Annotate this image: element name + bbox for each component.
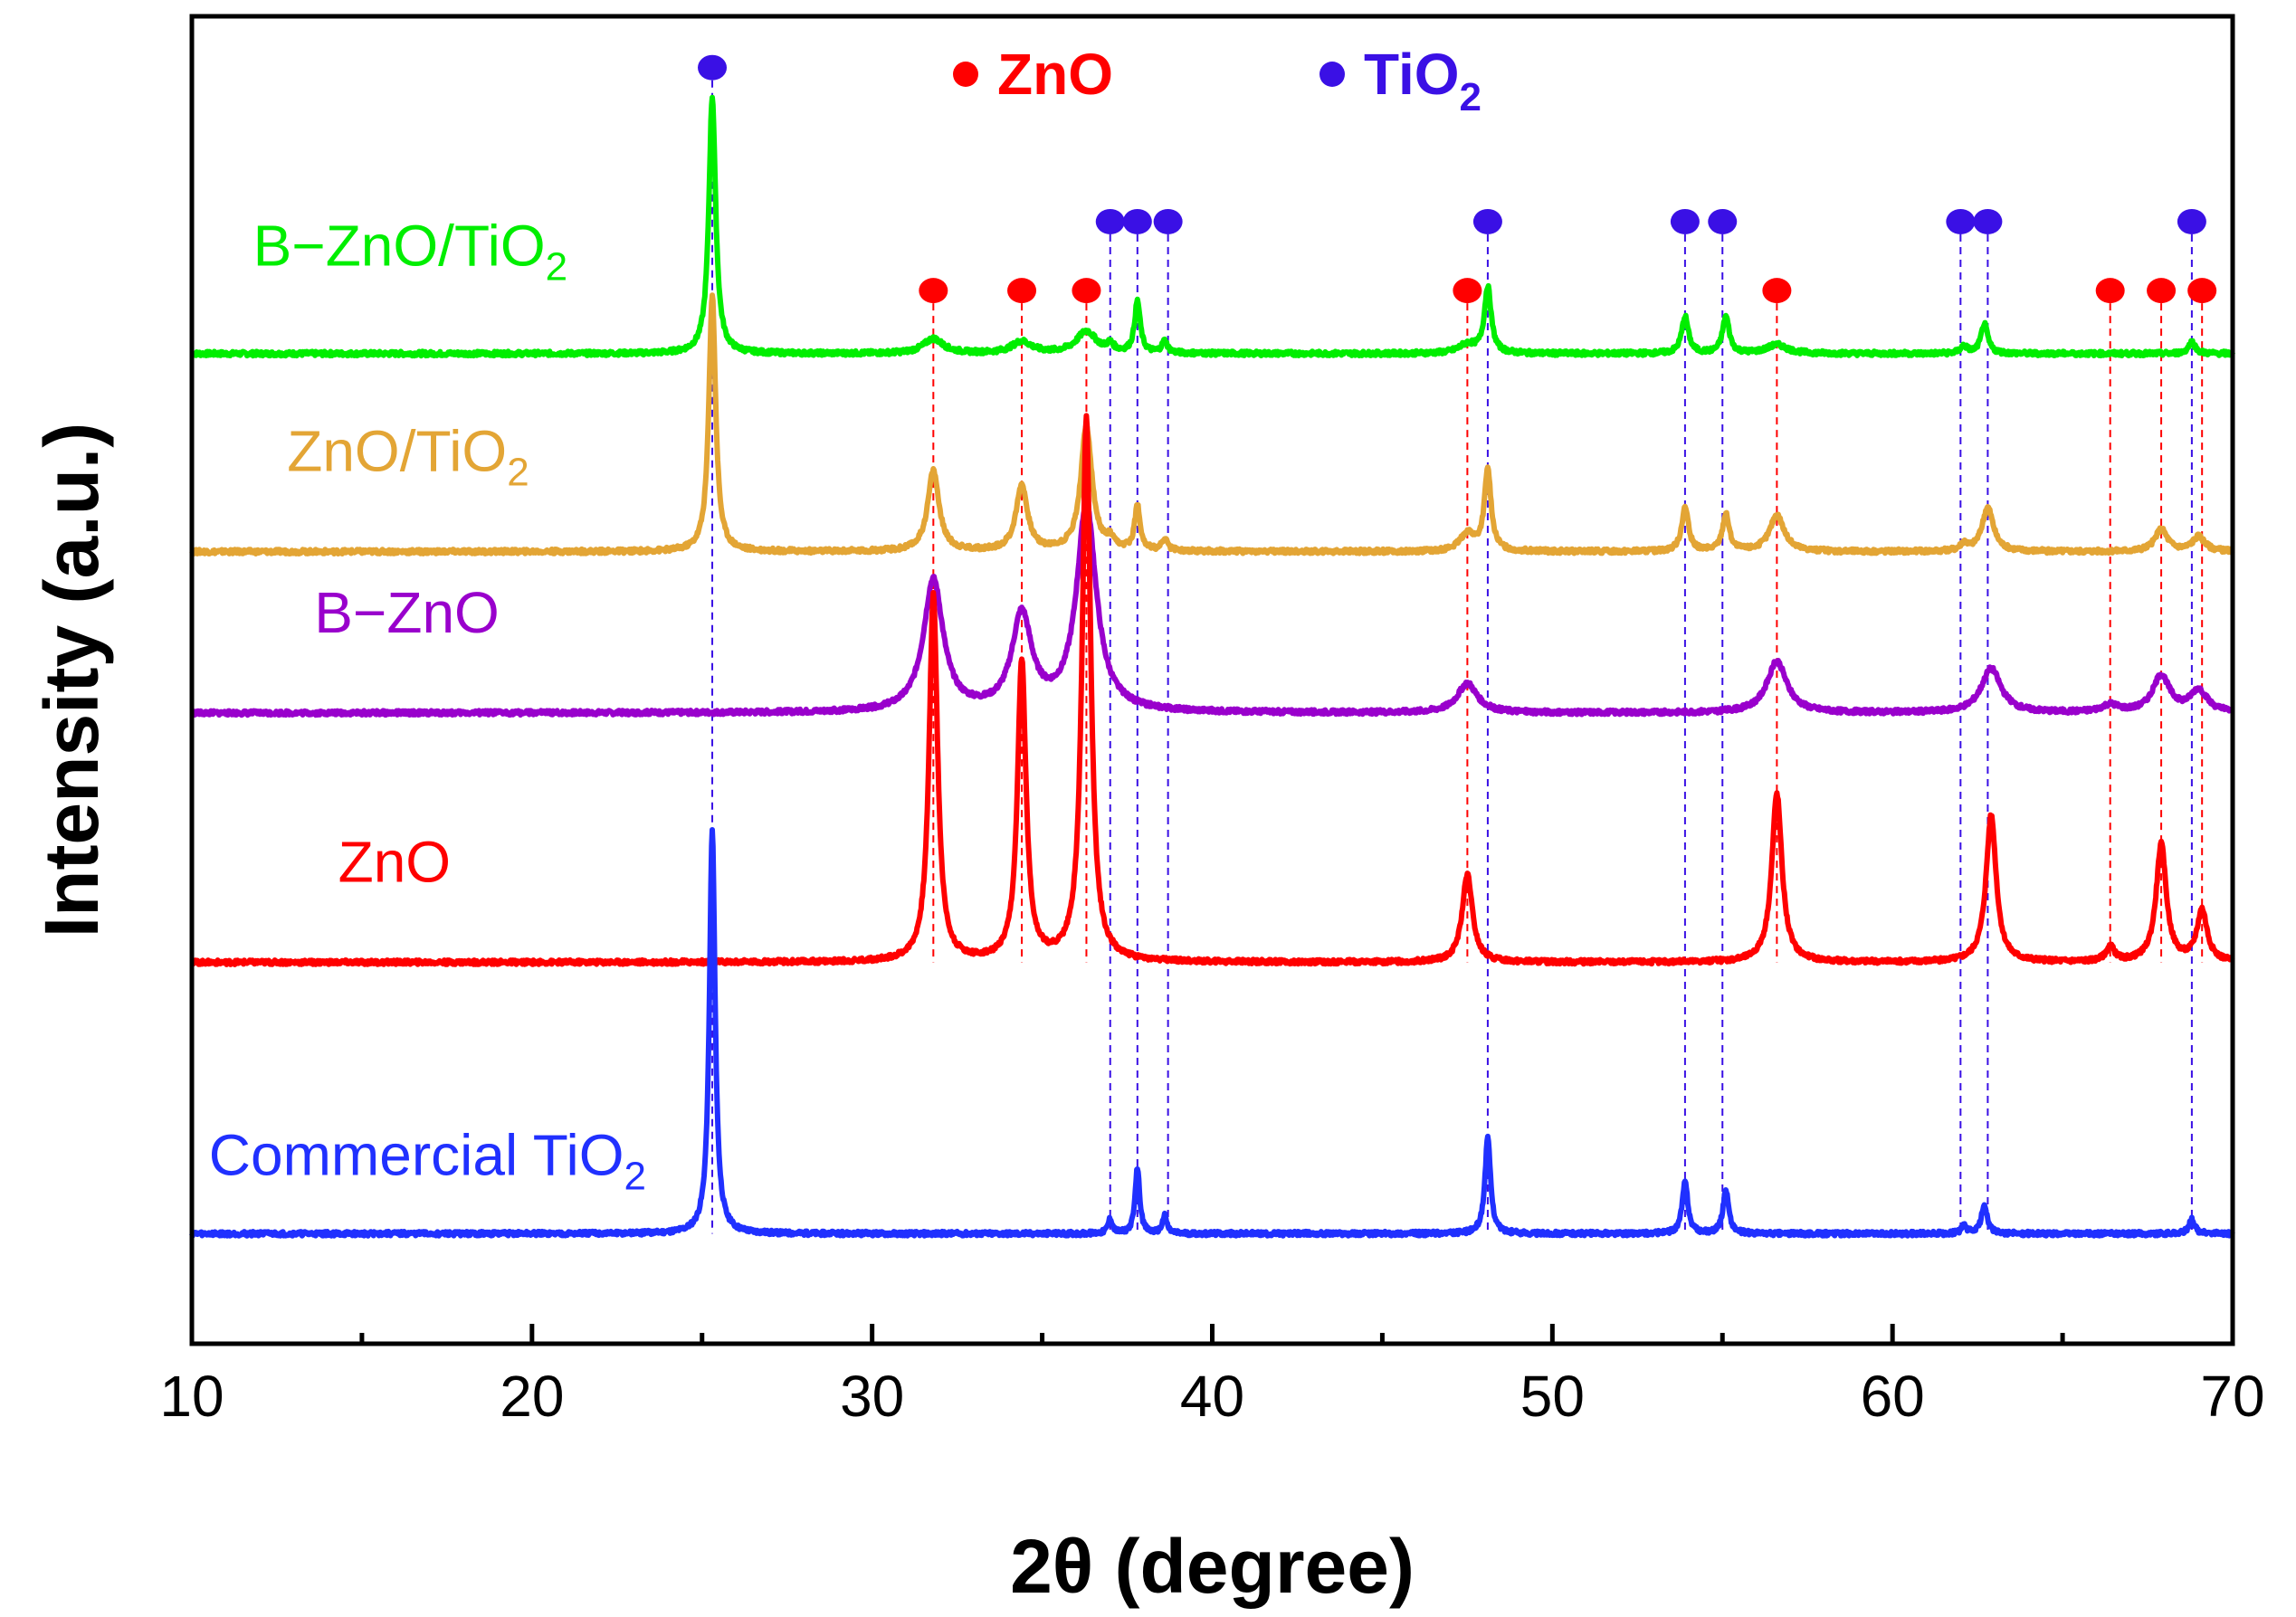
x-tick-label: 50 (1520, 1364, 1585, 1429)
legend-tio2-label: TiO2 (1364, 42, 1481, 119)
x-axis-title: 2θ (degree) (1010, 1524, 1415, 1609)
series-label-name: ZnO (338, 829, 451, 894)
series-line-commercial-tio2 (189, 827, 2235, 1239)
legend-zno-label: ZnO (997, 42, 1113, 107)
y-axis-title: Intensity (a.u.) (29, 423, 114, 937)
series-label: ZnO (338, 829, 451, 894)
series-lines (189, 94, 2235, 1239)
x-tick-label: 10 (159, 1364, 224, 1429)
series-label-subscript: 2 (546, 245, 567, 290)
x-tick-label: 30 (840, 1364, 904, 1429)
zno-peak-marker (2147, 278, 2177, 304)
x-tick-label: 20 (500, 1364, 564, 1429)
tio2-peak-marker (1973, 208, 2003, 234)
zno-peak-marker (1007, 278, 1037, 304)
x-tick-label: 40 (1180, 1364, 1244, 1429)
x-tick-label: 70 (2200, 1364, 2264, 1429)
zno-peak-marker (2095, 278, 2125, 304)
zno-peak-marker (1453, 278, 1482, 304)
series-label-name: ZnO/TiO (287, 419, 507, 484)
legend-tio2-marker (1319, 62, 1345, 87)
series-label-name: Commercial TiO (209, 1123, 624, 1188)
series-line-zno (189, 413, 2235, 967)
x-axis-ticks: 10 20 30 40 50 60 70 (159, 1324, 2265, 1429)
tio2-peak-marker (1946, 208, 1976, 234)
legend: ZnO TiO2 (953, 42, 1481, 119)
series-line-b-zno-tio2 (189, 94, 2235, 359)
legend-tio2-subscript: 2 (1460, 75, 1481, 119)
series-label: B−ZnO/TiO2 (253, 214, 568, 290)
series-label: B−ZnO (314, 580, 500, 645)
zno-peak-marker (1072, 278, 1101, 304)
x-tick-label: 60 (1861, 1364, 1925, 1429)
zno-peak-marker (2187, 278, 2217, 304)
zno-peak-marker (919, 278, 948, 304)
series-label-name: B−ZnO/TiO (253, 214, 546, 279)
legend-tio2-name: TiO (1364, 42, 1460, 107)
tio2-peak-marker (1095, 208, 1125, 234)
zno-peak-marker (1762, 278, 1792, 304)
series-label-name: B−ZnO (314, 580, 500, 645)
tio2-peak-marker (698, 54, 728, 81)
tio2-peak-marker (1153, 208, 1183, 234)
tio2-peak-marker (2177, 208, 2206, 234)
tio2-peak-marker (1670, 208, 1700, 234)
series-line-zno-tio2 (189, 292, 2235, 556)
tio2-peak-marker (1472, 208, 1502, 234)
series-line-b-zno (189, 500, 2235, 718)
series-label: ZnO/TiO2 (287, 419, 529, 495)
series-label: Commercial TiO2 (209, 1123, 646, 1199)
series-label-subscript: 2 (507, 451, 529, 495)
tio2-peak-marker (1708, 208, 1738, 234)
peak-markers (698, 54, 2217, 304)
tio2-peak-marker (1122, 208, 1152, 234)
series-label-subscript: 2 (624, 1155, 646, 1199)
legend-zno-marker (953, 62, 978, 87)
